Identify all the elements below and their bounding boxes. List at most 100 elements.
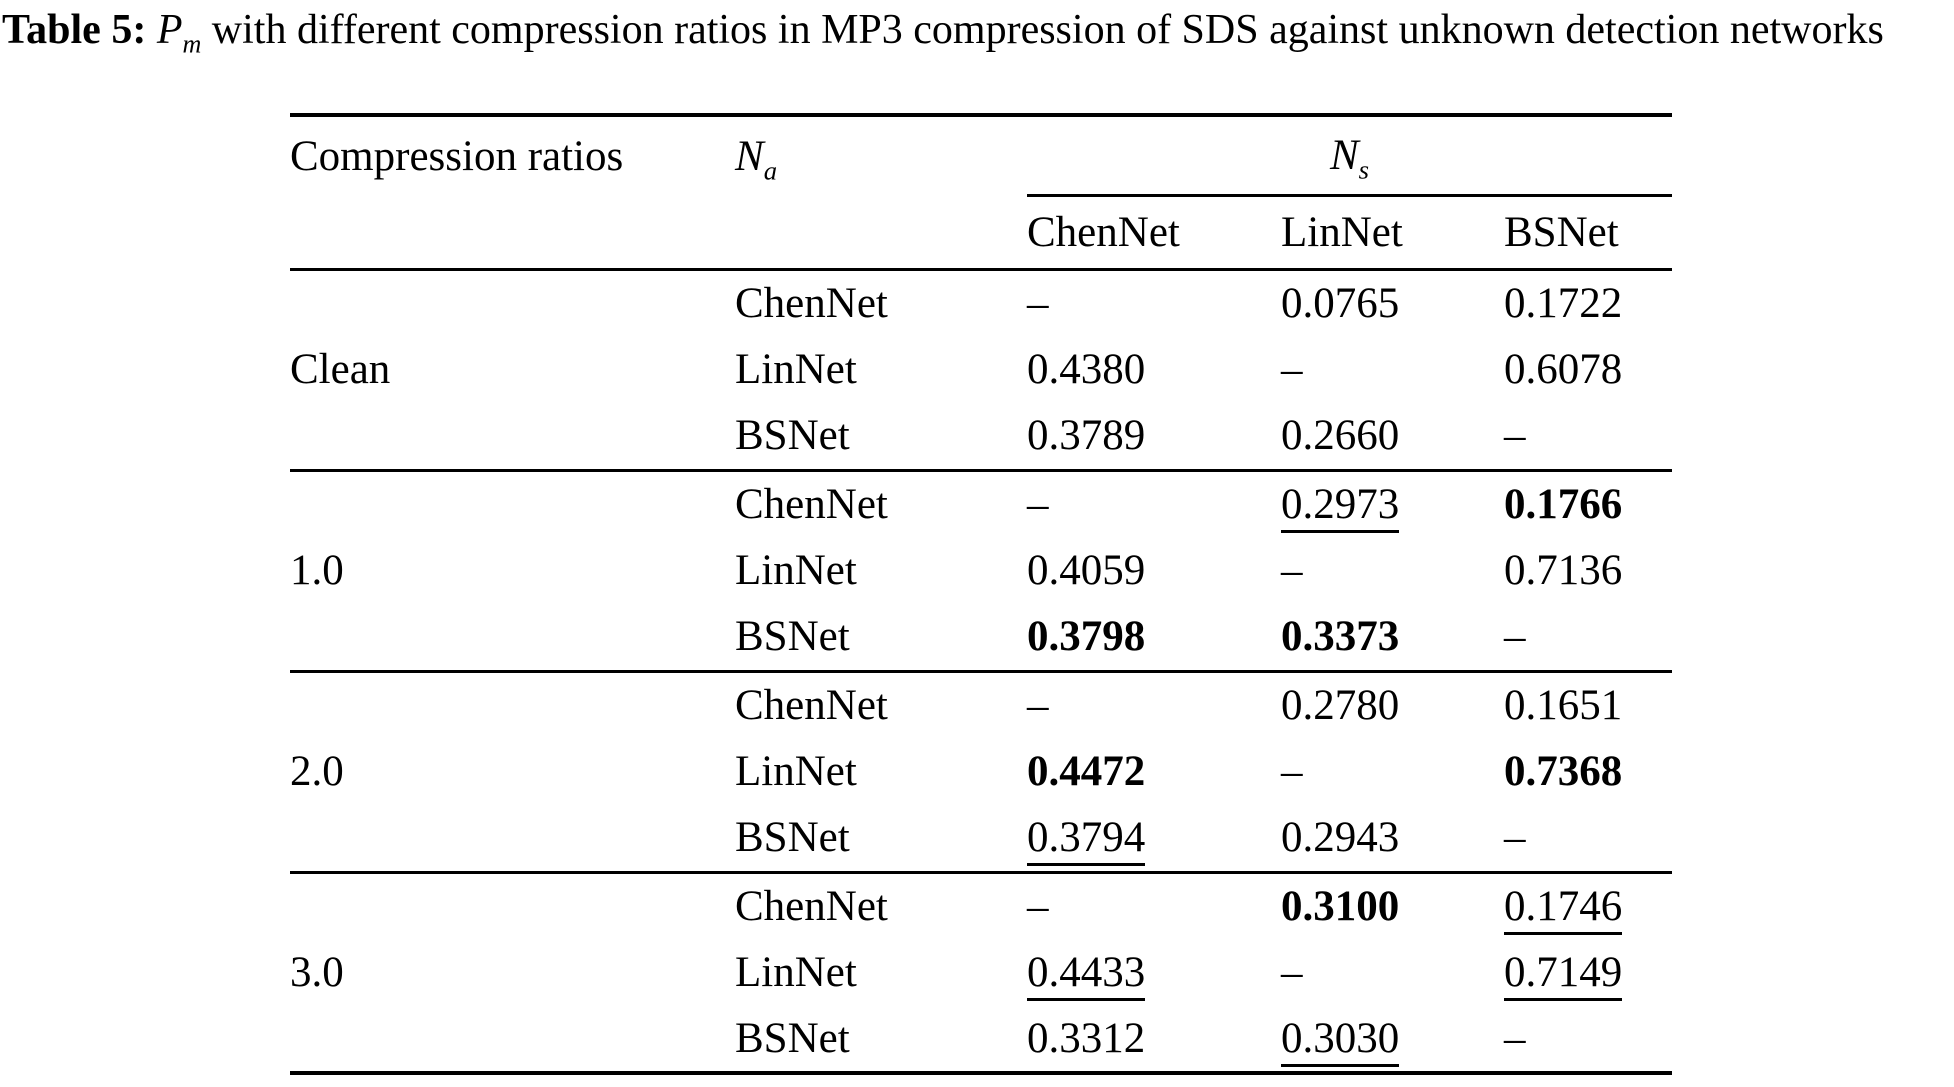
pm-value: – [1281, 547, 1303, 594]
pm-value-cell: – [1504, 604, 1672, 671]
pm-value: 0.0765 [1281, 279, 1400, 327]
pm-value: 0.3798 [1027, 613, 1146, 661]
empty-header-cell [735, 195, 1027, 271]
pm-value-cell: – [1027, 870, 1281, 939]
pm-value: 0.1746 [1504, 882, 1623, 935]
pm-value: 0.4059 [1027, 547, 1146, 594]
pm-value-cell: 0.3100 [1281, 870, 1504, 939]
pm-value-cell: – [1504, 805, 1672, 872]
table-row: 2.0 ChenNet –0.2780 0.1651 [290, 669, 1673, 872]
pm-value-cell: – [1027, 269, 1281, 336]
compression-ratio-label: 3.0 [290, 870, 735, 1073]
pm-value-cell: 0.1766 [1504, 468, 1673, 537]
pm-value-cell: – [1281, 939, 1504, 1006]
pm-value: 0.2973 [1281, 480, 1400, 533]
caption-label: Table 5: [2, 7, 147, 53]
pm-value: 0.3794 [1027, 814, 1146, 867]
pm-value: 0.4433 [1027, 949, 1146, 1001]
compression-ratio-label: 2.0 [290, 669, 735, 872]
pm-value-cell: 0.1651 [1504, 669, 1673, 738]
pm-value-cell: 0.2780 [1281, 669, 1504, 738]
pm-value: 0.1766 [1504, 480, 1623, 528]
pm-value: – [1027, 480, 1049, 528]
attack-network-label: BSNet [735, 412, 850, 460]
results-table: Compression ratios Na Ns ChenNet LinNet … [290, 113, 1673, 1075]
pm-value: – [1281, 346, 1303, 393]
col-header-na: Na [735, 132, 778, 186]
attack-network-label: ChenNet [735, 279, 888, 327]
pm-value-cell: 0.4059 [1027, 537, 1281, 604]
pm-value: 0.7149 [1504, 949, 1623, 1001]
pm-value-cell: 0.3030 [1281, 1006, 1504, 1073]
pm-value: 0.1651 [1504, 681, 1623, 729]
table-row: BSNet 0.3789 0.2660 – [290, 403, 1672, 470]
pm-value: – [1027, 882, 1049, 930]
table-caption: Table 5: Pm with different compression r… [2, 2, 1952, 59]
subheader-chennet: ChenNet [1027, 195, 1281, 271]
table-row: LinNet 0.4380 – 0.6078 [290, 336, 1672, 403]
pm-value: 0.2943 [1281, 814, 1400, 862]
pm-value: – [1281, 748, 1303, 795]
compression-ratio-label: 1.0 [290, 468, 735, 671]
pm-value-cell: 0.3789 [1027, 403, 1281, 470]
pm-value-cell: – [1281, 336, 1504, 403]
attack-network-label: LinNet [735, 748, 857, 795]
table-row: LinNet 0.4059 – 0.7136 [290, 537, 1672, 604]
pm-value: 0.7368 [1504, 748, 1623, 795]
col-header-ns: Ns [1027, 115, 1673, 197]
pm-value: 0.3373 [1281, 613, 1400, 661]
subheader-linnet: LinNet [1281, 195, 1504, 271]
table-row: LinNet 0.4433 – 0.7149 [290, 939, 1672, 1006]
pm-value-cell: 0.3312 [1027, 1006, 1281, 1073]
pm-value-cell: 0.0765 [1281, 269, 1504, 336]
pm-value: – [1504, 1015, 1526, 1062]
table-row: LinNet 0.4472 – 0.7368 [290, 738, 1672, 805]
pm-value-cell: 0.4433 [1027, 939, 1281, 1006]
pm-value: 0.3789 [1027, 412, 1146, 460]
header-row-2: ChenNet LinNet BSNet [290, 195, 1673, 271]
pm-value-cell: 0.1746 [1504, 870, 1673, 939]
pm-value: 0.4380 [1027, 346, 1146, 393]
pm-value-cell: 0.7368 [1504, 738, 1672, 805]
pm-value: 0.1722 [1504, 279, 1623, 327]
pm-value: – [1281, 949, 1303, 996]
pm-value: – [1504, 412, 1526, 460]
table-row: 3.0 ChenNet –0.3100 0.1746 [290, 870, 1673, 1073]
attack-network-label: LinNet [735, 547, 857, 594]
pm-value: 0.3100 [1281, 882, 1400, 930]
table-row: Clean ChenNet – 0.0765 0.1722 [290, 269, 1672, 393]
col-header-compression-ratios: Compression ratios [290, 132, 624, 180]
attack-network-label: ChenNet [735, 468, 1027, 537]
pm-value-cell: 0.3373 [1281, 604, 1504, 671]
attack-network-label: BSNet [735, 613, 850, 661]
table-row: 1.0 ChenNet –0.2973 0.1766 [290, 468, 1673, 671]
pm-value-cell: – [1504, 403, 1672, 470]
attack-network-label: BSNet [735, 814, 850, 862]
empty-header-cell [290, 195, 735, 271]
pm-value-cell: 0.7149 [1504, 939, 1672, 1006]
pm-value-cell: 0.6078 [1504, 336, 1672, 403]
pm-value: 0.4472 [1027, 748, 1146, 795]
pm-value: – [1504, 814, 1526, 862]
compression-ratio-label: Clean [290, 346, 391, 393]
pm-value: – [1504, 613, 1526, 661]
pm-value: 0.2660 [1281, 412, 1400, 460]
attack-network-label: LinNet [735, 346, 857, 393]
table-header: Compression ratios Na Ns ChenNet LinNet … [290, 115, 1673, 271]
pm-value-cell: 0.2973 [1281, 468, 1504, 537]
table-row: BSNet 0.3794 0.2943 – [290, 805, 1672, 872]
table-row: BSNet 0.3798 0.3373 – [290, 604, 1672, 671]
pm-value: 0.7136 [1504, 547, 1623, 594]
header-row-1: Compression ratios Na Ns [290, 115, 1673, 197]
table-container: Compression ratios Na Ns ChenNet LinNet … [290, 113, 1673, 1075]
table-body: Clean ChenNet –0.0765 0.1722 LinNet 0.4380–0.… [290, 269, 1673, 1073]
pm-value: – [1027, 279, 1049, 327]
pm-value-cell: – [1027, 468, 1281, 537]
pm-value-cell: 0.1722 [1504, 269, 1672, 336]
pm-value: 0.3312 [1027, 1015, 1146, 1062]
pm-value-cell: – [1504, 1006, 1672, 1073]
pm-value-cell: – [1281, 537, 1504, 604]
pm-value-cell: 0.3798 [1027, 604, 1281, 671]
caption-text: with different compression ratios in MP3… [211, 7, 1884, 53]
